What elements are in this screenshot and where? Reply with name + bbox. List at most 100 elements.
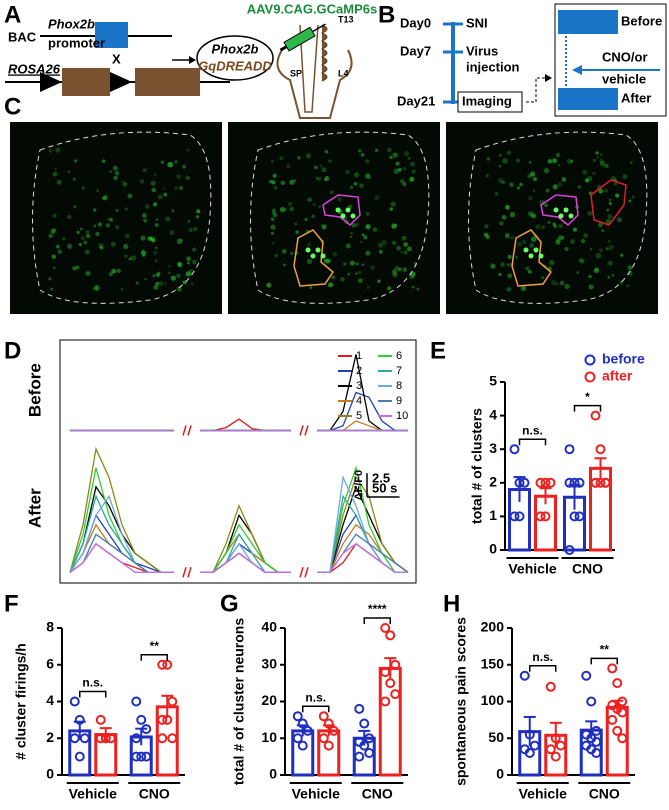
construct-box xyxy=(62,68,110,96)
bar xyxy=(317,729,341,777)
trace xyxy=(70,420,408,432)
cell xyxy=(105,222,111,228)
cell xyxy=(176,238,183,245)
cell xyxy=(271,160,274,163)
significance-bracket xyxy=(302,705,330,713)
significance-label: n.s. xyxy=(305,690,326,704)
cell xyxy=(80,236,85,241)
cell xyxy=(555,152,561,158)
data-point xyxy=(612,725,623,736)
panel-a: BAC Phox2b promoter X ROSA26 Phox2b GqDR… xyxy=(5,1,377,119)
y-tick-label: 1 xyxy=(489,507,497,523)
cell xyxy=(143,218,148,223)
data-point xyxy=(574,511,585,522)
cell xyxy=(162,187,166,190)
cell xyxy=(284,208,287,211)
cell xyxy=(61,236,66,241)
data-point xyxy=(385,630,396,641)
data-point xyxy=(74,751,85,762)
cell xyxy=(541,225,546,230)
data-point xyxy=(519,477,530,488)
cell xyxy=(596,156,599,159)
cell xyxy=(141,213,147,219)
data-point xyxy=(69,733,80,744)
cell xyxy=(115,209,119,212)
y-axis-label: # cluster firings/h xyxy=(13,643,29,760)
cell xyxy=(358,270,361,274)
legend-label: 3 xyxy=(356,380,362,392)
cell xyxy=(145,204,150,209)
legend-label: 8 xyxy=(396,380,402,392)
data-point xyxy=(590,410,601,421)
cell xyxy=(392,269,398,275)
data-point xyxy=(600,477,611,488)
cell xyxy=(83,240,88,245)
data-point xyxy=(509,444,520,455)
cell xyxy=(501,180,505,185)
label: Imaging xyxy=(462,93,512,108)
cell xyxy=(564,283,570,290)
cell xyxy=(541,275,545,280)
break-mark xyxy=(187,567,192,578)
cell xyxy=(605,247,609,251)
cell xyxy=(547,159,553,164)
data-point xyxy=(591,725,602,736)
active-cell xyxy=(345,207,351,213)
data-point xyxy=(297,740,308,751)
cell xyxy=(274,253,279,258)
cell xyxy=(140,250,147,256)
data-point xyxy=(302,725,313,736)
cell xyxy=(48,231,55,238)
cell xyxy=(593,267,600,274)
cell xyxy=(324,176,330,182)
legend-label: 5 xyxy=(356,410,362,422)
cell xyxy=(349,260,355,266)
data-point xyxy=(564,477,575,488)
cell xyxy=(279,156,284,161)
roi xyxy=(590,179,627,226)
cell xyxy=(48,234,52,238)
cell xyxy=(101,196,105,200)
cell xyxy=(174,186,178,191)
cell xyxy=(404,150,410,156)
cell xyxy=(522,240,527,244)
cell xyxy=(564,247,569,252)
cell xyxy=(610,175,616,181)
data-point xyxy=(100,733,111,744)
cell xyxy=(86,233,91,239)
data-point xyxy=(590,477,601,488)
label: T13 xyxy=(338,14,354,24)
active-cell xyxy=(568,213,574,219)
cell xyxy=(331,275,336,280)
cell xyxy=(289,251,294,256)
cell xyxy=(409,176,415,182)
data-point xyxy=(292,733,303,744)
cell xyxy=(588,284,594,290)
cell xyxy=(485,234,491,240)
cell xyxy=(357,278,363,284)
cell xyxy=(349,235,353,239)
cell xyxy=(111,268,117,274)
cell xyxy=(288,202,293,206)
y-tick-label: 0 xyxy=(489,541,497,557)
data-point xyxy=(390,689,401,700)
cell xyxy=(360,153,365,157)
cell xyxy=(153,173,157,176)
label: GqDREADD xyxy=(198,58,272,73)
cell xyxy=(155,272,161,277)
data-point xyxy=(612,678,623,689)
data-point xyxy=(157,714,168,725)
bar xyxy=(589,466,612,552)
label: Virus xyxy=(466,43,498,58)
y-tick-label: 10 xyxy=(261,729,277,745)
data-point xyxy=(131,733,142,744)
data-point xyxy=(136,751,147,762)
cell xyxy=(528,211,534,217)
cell xyxy=(56,244,60,249)
cell xyxy=(570,159,574,163)
label: Day0 xyxy=(400,15,431,30)
cell xyxy=(392,152,398,158)
cell xyxy=(557,182,563,187)
x-tick-label: CNO xyxy=(362,786,393,802)
